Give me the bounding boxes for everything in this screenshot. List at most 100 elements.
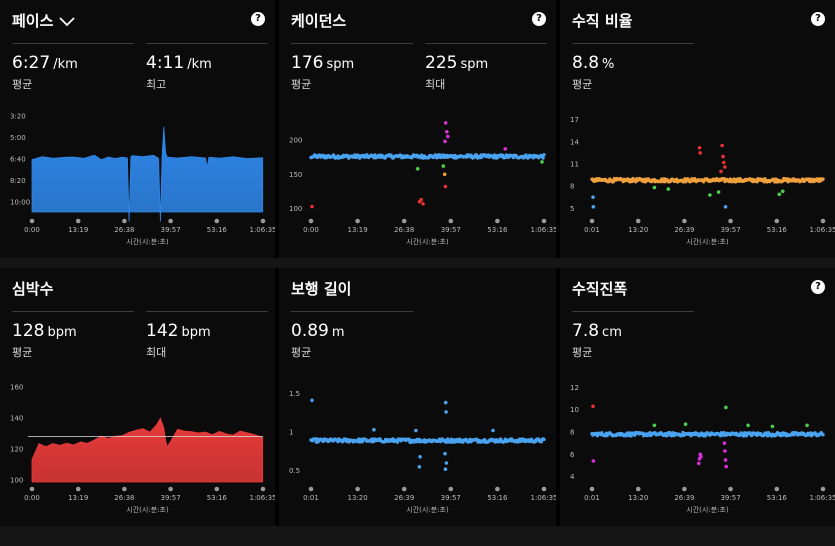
chevron-down-icon[interactable] xyxy=(59,16,76,27)
panel-vosc: 수직진폭? 7.8 cm 평균 4 6 8 10 12 0:01 13:20 26:39 39:57 53… xyxy=(560,268,835,526)
y-tick-label: 1 xyxy=(289,429,293,437)
chart-pace: 3:20 5:00 6:40 8:20 10:00 0:00 13:19 26:38 39:57… xyxy=(10,113,276,247)
stat-unit: m xyxy=(331,325,345,340)
stat-divider xyxy=(425,43,547,44)
panel-title[interactable]: 페이스 xyxy=(12,10,76,31)
data-point xyxy=(373,153,377,157)
x-tick-marker xyxy=(168,218,173,224)
bottom-separator xyxy=(0,526,835,546)
stat-label: 평균 xyxy=(12,78,33,91)
data-point xyxy=(395,440,400,444)
x-tick-label: 39:57 xyxy=(720,226,740,234)
stat-value: 142 xyxy=(146,321,179,341)
x-tick-label: 53:16 xyxy=(487,494,508,502)
help-icon[interactable]: ? xyxy=(811,280,825,294)
x-tick-label: 39:57 xyxy=(720,494,740,502)
outlier-point xyxy=(417,465,422,469)
x-tick-marker xyxy=(260,486,266,492)
x-tick-marker xyxy=(260,218,266,224)
stat-secondary: 142 bpm 최대 xyxy=(146,321,211,360)
outlier-point xyxy=(770,424,775,429)
help-icon[interactable]: ? xyxy=(251,12,265,26)
stat-divider xyxy=(291,311,413,312)
outlier-point xyxy=(419,197,423,202)
y-tick-label: 12 xyxy=(570,384,579,392)
stat-divider xyxy=(12,43,134,44)
x-tick-marker xyxy=(682,486,687,492)
outlier-point xyxy=(723,165,727,169)
outlier-point xyxy=(805,423,809,428)
x-tick-marker xyxy=(75,486,81,492)
help-icon[interactable]: ? xyxy=(811,12,825,26)
stat-label: 최대 xyxy=(146,346,167,359)
panel-title: 보행 길이 xyxy=(291,278,351,299)
stat-unit: cm xyxy=(602,325,622,340)
y-tick-label: 150 xyxy=(289,171,302,179)
outlier-point xyxy=(310,204,314,209)
outlier-point xyxy=(443,139,447,144)
outlier-point xyxy=(722,441,727,445)
x-tick-marker xyxy=(589,486,595,492)
x-tick-marker xyxy=(635,486,641,492)
area-series xyxy=(31,417,264,483)
stat-divider xyxy=(291,43,413,44)
outlier-point xyxy=(652,423,657,428)
chart-stride: 0.5 1 1.5 0:01 13:20 26:39 39:57 53:16 1:06:35 시간… xyxy=(289,390,557,514)
x-tick-marker xyxy=(29,486,35,492)
stat-unit: bpm xyxy=(181,325,211,340)
outlier-point xyxy=(540,160,544,164)
outlier-point xyxy=(444,410,448,414)
outlier-point xyxy=(720,143,724,148)
stat-value: 0.89 xyxy=(291,321,329,341)
outlier-point xyxy=(699,454,703,459)
outlier-point xyxy=(421,202,425,206)
x-axis-label: 시간(시:분:초) xyxy=(126,505,169,514)
x-tick-marker xyxy=(122,218,127,224)
outlier-point xyxy=(697,461,701,466)
x-tick-marker xyxy=(820,486,826,492)
x-tick-label: 53:16 xyxy=(767,226,788,234)
x-tick-marker xyxy=(308,486,314,492)
outlier-point xyxy=(697,146,702,150)
y-tick-label: 160 xyxy=(10,384,23,392)
y-tick-label: 100 xyxy=(10,477,23,485)
x-tick-label: 53:16 xyxy=(767,494,788,502)
y-tick-label: 5 xyxy=(570,205,574,213)
x-tick-label: 53:16 xyxy=(207,226,228,234)
outlier-point xyxy=(719,169,723,174)
area-series xyxy=(31,126,264,222)
panel-cadence: 케이던스? 176 spm 평균 225 spm 최대 100 150 200 0:00 13:19 2… xyxy=(279,0,556,258)
x-tick-marker xyxy=(122,486,127,492)
x-tick-label: 0:01 xyxy=(584,226,600,234)
stat-value: 176 xyxy=(291,53,324,73)
outlier-point xyxy=(591,404,595,409)
x-tick-label: 0:00 xyxy=(24,226,40,234)
help-icon[interactable]: ? xyxy=(532,12,546,26)
x-tick-label: 1:06:35 xyxy=(531,494,557,502)
data-point xyxy=(407,437,411,441)
stat-label: 평균 xyxy=(572,78,593,91)
stat-unit: spm xyxy=(460,57,489,72)
outlier-point xyxy=(723,205,728,209)
x-tick-marker xyxy=(214,486,220,492)
x-tick-label: 13:19 xyxy=(68,226,88,234)
x-tick-label: 1:06:35 xyxy=(250,226,276,234)
panel-pace: 페이스? 6:27/km 평균 4:11/km 최고 3:20 5:00 6:40 8:20 10… xyxy=(0,0,275,258)
y-tick-label: 6:40 xyxy=(10,156,26,164)
panel-title: 수직 비율 xyxy=(572,10,632,31)
stat-divider xyxy=(146,311,268,312)
stat-unit: bpm xyxy=(47,325,77,340)
outlier-point xyxy=(716,190,721,194)
x-tick-label: 13:20 xyxy=(628,494,648,502)
outlier-point xyxy=(491,428,495,433)
x-tick-marker xyxy=(774,218,780,224)
x-tick-label: 0:01 xyxy=(303,494,319,502)
stat-value: 225 xyxy=(425,53,458,73)
data-point xyxy=(763,177,767,181)
x-tick-marker xyxy=(541,218,547,224)
outlier-point xyxy=(418,455,422,459)
outlier-point xyxy=(723,458,728,462)
y-tick-label: 8 xyxy=(570,429,574,437)
x-tick-label: 26:38 xyxy=(114,494,134,502)
x-tick-marker xyxy=(401,218,407,224)
